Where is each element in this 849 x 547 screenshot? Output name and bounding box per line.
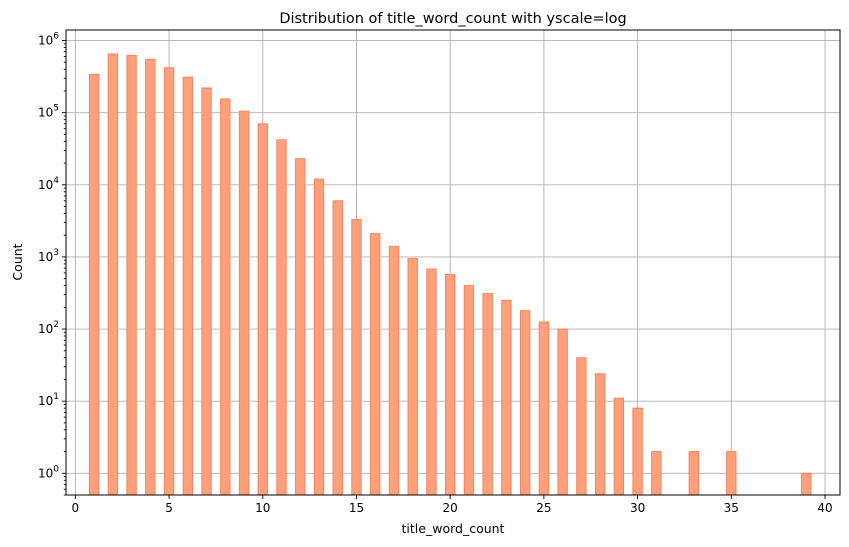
bar-2 <box>107 53 119 496</box>
x-tick-label: 30 <box>630 501 645 515</box>
bar-11 <box>276 139 287 496</box>
bar-30 <box>632 407 643 496</box>
bar-20 <box>445 274 456 496</box>
y-axis-ticks: 100 101 102 103 104 105 106 <box>38 32 66 496</box>
x-tick-label: 35 <box>724 501 739 515</box>
bar-3 <box>126 55 137 496</box>
x-axis-label: title_word_count <box>402 521 505 536</box>
bar-7 <box>201 87 212 496</box>
y-tick-label: 104 <box>38 176 59 192</box>
bar-21 <box>463 285 475 496</box>
bar-10 <box>257 123 268 496</box>
bar-5 <box>163 67 175 496</box>
chart-title: Distribution of title_word_count with ys… <box>279 11 626 27</box>
bar-27 <box>576 357 587 496</box>
bar-17 <box>388 245 400 496</box>
bar-18 <box>407 258 418 496</box>
y-tick-label: 103 <box>38 248 59 264</box>
bar-12 <box>295 158 306 496</box>
y-tick-label: 100 <box>38 464 59 480</box>
bar-14 <box>332 200 343 496</box>
x-tick-label: 20 <box>443 501 458 515</box>
bar-16 <box>370 233 381 496</box>
bar-13 <box>313 178 325 496</box>
bar-28 <box>594 373 606 496</box>
bar-29 <box>613 397 625 496</box>
x-tick-label: 0 <box>72 501 80 515</box>
y-tick-label: 105 <box>38 104 59 120</box>
y-tick-label: 102 <box>38 320 59 336</box>
bar-9 <box>238 110 250 496</box>
y-tick-label: 101 <box>38 392 59 408</box>
bar-19 <box>426 268 437 496</box>
y-tick-label: 106 <box>38 32 59 48</box>
bar-25 <box>538 321 550 496</box>
bar-23 <box>501 299 512 496</box>
x-tick-label: 5 <box>165 501 173 515</box>
x-tick-label: 25 <box>536 501 551 515</box>
bar-33 <box>688 451 700 496</box>
x-axis-ticks: 0 5 10 15 20 25 30 35 40 <box>72 495 833 515</box>
bar-22 <box>482 293 493 496</box>
y-axis-label: Count <box>10 243 25 280</box>
bar-8 <box>220 98 231 496</box>
bar-31 <box>651 451 662 496</box>
x-tick-label: 10 <box>255 501 270 515</box>
bar-24 <box>519 310 531 496</box>
bar-1 <box>88 73 100 496</box>
x-tick-label: 40 <box>817 501 832 515</box>
bar-6 <box>182 76 194 496</box>
bar-39 <box>801 472 812 496</box>
bar-4 <box>145 58 156 496</box>
bar-35 <box>726 451 737 496</box>
bar-26 <box>557 328 568 496</box>
bar-15 <box>351 219 362 496</box>
x-tick-label: 15 <box>349 501 364 515</box>
plot-frame <box>65 29 841 496</box>
